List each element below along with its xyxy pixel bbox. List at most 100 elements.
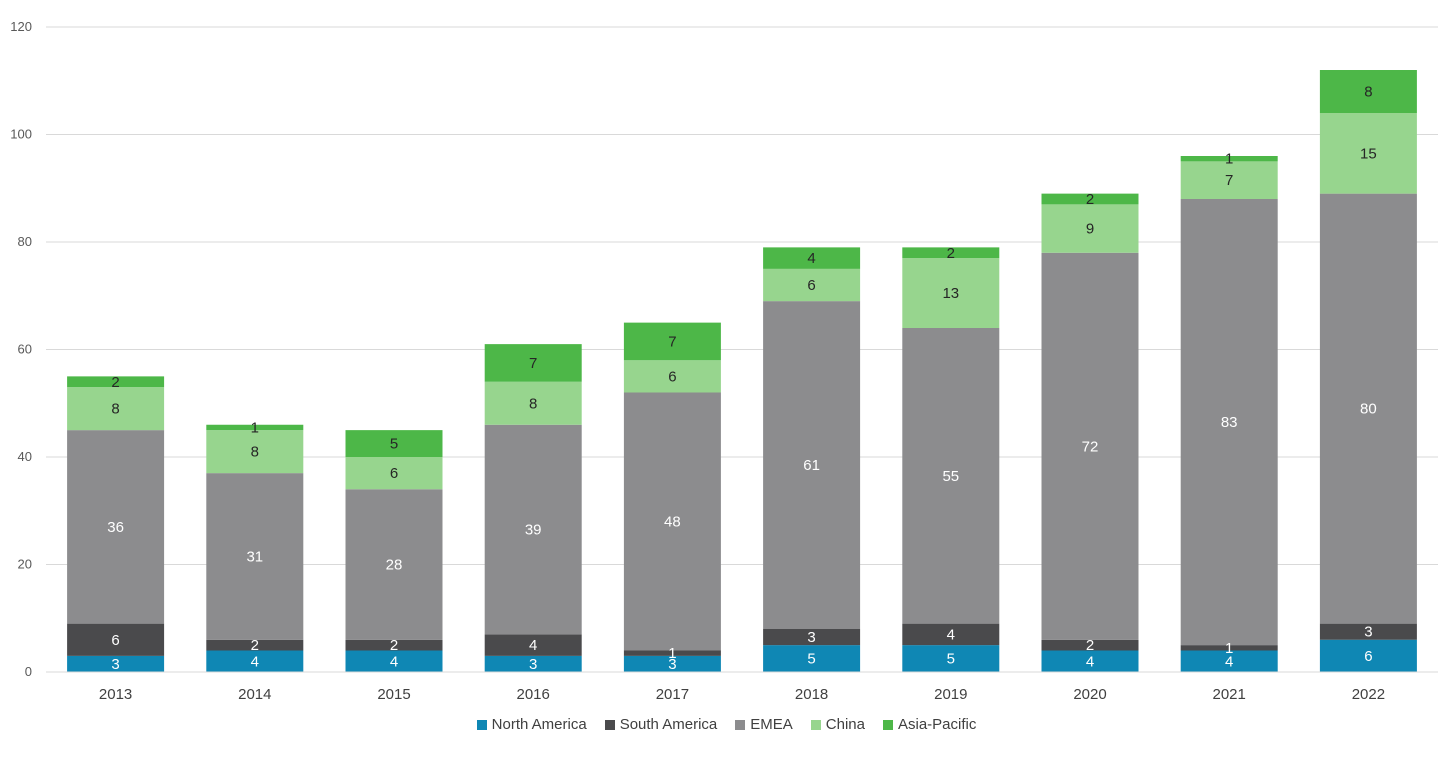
x-tick-label: 2016 — [517, 686, 550, 703]
bar-segment — [623, 655, 721, 672]
y-tick-label: 120 — [10, 19, 32, 34]
x-tick-label: 2021 — [1213, 686, 1246, 703]
bar-segment — [763, 268, 861, 302]
bar-segment — [1041, 252, 1139, 640]
data-label: 7 — [668, 333, 676, 350]
bar-segment — [484, 424, 582, 635]
bars — [67, 70, 1417, 672]
bar-segment — [345, 457, 443, 490]
bar-segment — [67, 387, 165, 431]
x-tick-label: 2013 — [99, 686, 132, 703]
data-label: 2 — [1086, 637, 1094, 654]
bar-segment — [206, 424, 304, 431]
y-axis-ticks: 0 20 40 60 80 100 120 — [10, 19, 32, 679]
data-label: 13 — [942, 285, 959, 302]
data-label: 9 — [1086, 221, 1094, 238]
bar-segment — [206, 430, 304, 474]
x-tick-label: 2019 — [934, 686, 967, 703]
bar-segment — [67, 623, 165, 656]
bar-segment — [206, 650, 304, 672]
bar-segment — [345, 430, 443, 457]
bar-segment — [902, 328, 1000, 624]
data-label: 2 — [947, 245, 955, 262]
data-label: 5 — [807, 651, 815, 668]
data-label: 1 — [251, 419, 259, 436]
bar-segment — [902, 623, 1000, 646]
legend-item: North America — [476, 716, 587, 733]
data-label: 7 — [529, 355, 537, 372]
data-label: 55 — [942, 468, 959, 485]
bar-segment — [1180, 650, 1278, 672]
data-label: 6 — [807, 277, 815, 294]
bar-segment — [1319, 193, 1417, 624]
data-label: 2 — [251, 637, 259, 654]
data-label: 5 — [390, 436, 398, 453]
data-label: 4 — [1086, 653, 1094, 670]
data-label: 1 — [1225, 640, 1233, 657]
data-label: 4 — [251, 653, 259, 670]
bar-segment — [1180, 156, 1278, 162]
x-tick-label: 2014 — [238, 686, 271, 703]
legend-label: EMEA — [750, 716, 793, 733]
bar-segment — [902, 645, 1000, 672]
bar-segment — [763, 301, 861, 629]
legend-item: EMEA — [735, 716, 793, 733]
data-label: 48 — [664, 514, 681, 531]
legend-item: South America — [604, 716, 717, 733]
legend-item: China — [810, 716, 865, 733]
x-axis-ticks: 2013 2014 2015 2016 2017 2018 2019 2020 2021 2022 — [99, 686, 1385, 703]
bar-segment — [1041, 639, 1139, 651]
bar-segment — [67, 430, 165, 624]
legend-swatch — [476, 719, 487, 730]
data-label: 3 — [668, 656, 676, 673]
legend-swatch — [604, 719, 615, 730]
data-label: 3 — [529, 656, 537, 673]
y-tick-label: 100 — [10, 127, 32, 142]
data-label: 28 — [386, 557, 403, 574]
bar-segment — [206, 473, 304, 640]
y-tick-label: 20 — [18, 557, 32, 572]
data-label: 6 — [668, 368, 676, 385]
bar-segment — [1319, 623, 1417, 640]
bar-segment — [623, 650, 721, 656]
bar-segment — [902, 247, 1000, 259]
bar-segment — [1319, 70, 1417, 113]
bar-segment — [67, 376, 165, 388]
bar-segment — [345, 489, 443, 640]
data-label: 36 — [107, 519, 124, 536]
x-tick-label: 2015 — [377, 686, 410, 703]
bar-segment — [1041, 204, 1139, 253]
bar-segment — [484, 655, 582, 672]
data-label: 3 — [111, 656, 119, 673]
bar-segment — [902, 258, 1000, 328]
legend-label: China — [825, 716, 865, 733]
bar-segment — [67, 655, 165, 672]
bar-segment — [763, 645, 861, 672]
bar-segment — [484, 344, 582, 382]
bar-segment — [1319, 113, 1417, 194]
data-label: 3 — [1364, 624, 1372, 641]
data-label: 6 — [1364, 648, 1372, 665]
data-label: 1 — [1225, 151, 1233, 168]
data-label: 1 — [668, 645, 676, 662]
data-label: 4 — [529, 637, 537, 654]
data-label: 72 — [1082, 438, 1099, 455]
legend-swatch — [735, 719, 746, 730]
data-label: 5 — [947, 651, 955, 668]
y-tick-label: 0 — [25, 664, 32, 679]
data-label: 39 — [525, 522, 542, 539]
bar-segment — [1319, 639, 1417, 672]
bar-segment — [763, 247, 861, 269]
x-tick-label: 2020 — [1073, 686, 1106, 703]
bar-segment — [206, 639, 304, 651]
bar-segment — [763, 629, 861, 646]
bar-segment — [623, 392, 721, 651]
data-label: 8 — [1364, 84, 1372, 101]
bar-segment — [1180, 199, 1278, 646]
legend-item: Asia-Pacific — [882, 716, 976, 733]
data-label: 80 — [1360, 401, 1377, 418]
data-label: 83 — [1221, 414, 1238, 431]
y-tick-label: 40 — [18, 449, 32, 464]
legend-label: North America — [491, 716, 587, 733]
